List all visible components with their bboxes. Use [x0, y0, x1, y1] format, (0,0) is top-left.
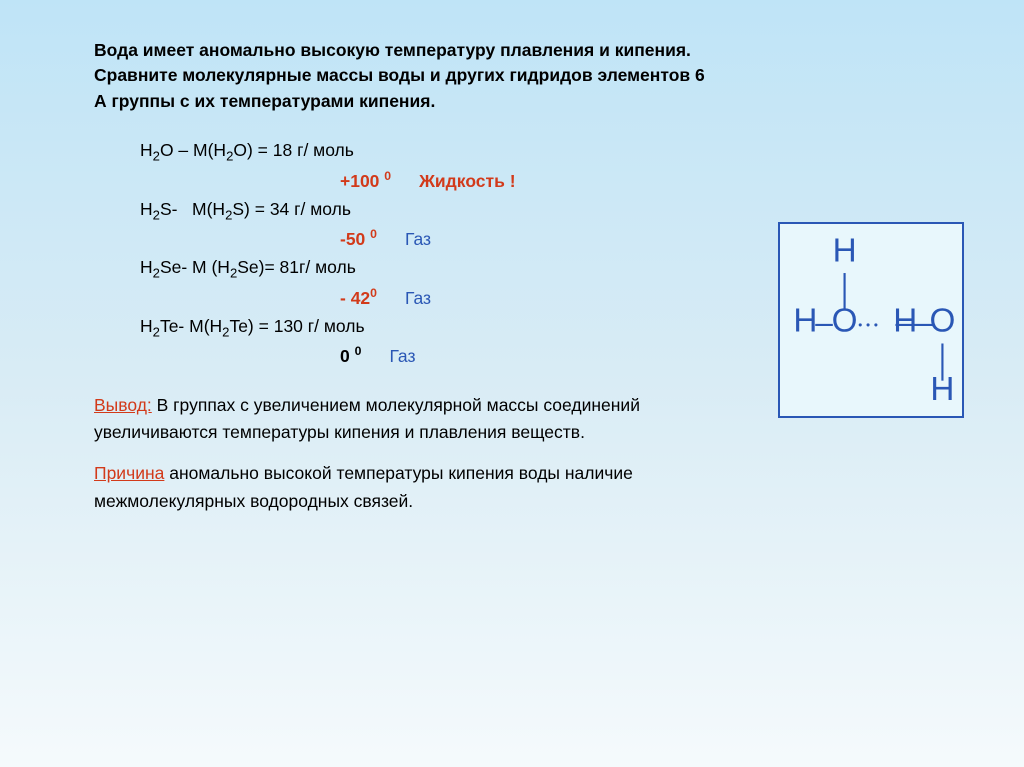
- atom-label: H: [833, 232, 857, 269]
- atom-label: O: [929, 303, 955, 340]
- conclusion-2: Причина аномально высокой температуры ки…: [94, 460, 720, 514]
- atom-label: O: [832, 303, 858, 340]
- conclusion-2-text: аномально высокой температуры кипения во…: [94, 463, 633, 510]
- hbond-dot: [874, 323, 877, 326]
- hydride-value-row: - 420Газ: [140, 284, 720, 312]
- conclusion-2-label: Причина: [94, 463, 164, 483]
- hydride-value-row: 0 0Газ: [140, 342, 720, 370]
- hydride-formula-row: H2Te- M(H2Te) = 130 г/ моль: [140, 312, 720, 343]
- hydride-formula-row: H2O – M(H2O) = 18 г/ моль: [140, 136, 720, 167]
- atom-label: H: [893, 303, 917, 340]
- conclusion-1-text: В группах с увеличением молекулярной мас…: [94, 395, 640, 442]
- atom-label: H: [930, 371, 954, 408]
- conclusion-1: Вывод: В группах с увеличением молекуляр…: [94, 392, 720, 446]
- title-line-1: Вода имеет аномально высокую температуру…: [94, 38, 720, 63]
- hydride-value-row: -50 0Газ: [140, 225, 720, 253]
- conclusion-1-label: Вывод:: [94, 395, 152, 415]
- hydride-formula-row: H2Se- M (H2Se)= 81г/ моль: [140, 253, 720, 284]
- hydride-value-row: +100 0Жидкость !: [140, 167, 720, 195]
- atom-label: H: [793, 303, 817, 340]
- hbond-dot: [859, 323, 862, 326]
- hbond-dot: [866, 323, 869, 326]
- title-line-2: Сравните молекулярные массы воды и други…: [94, 63, 720, 114]
- water-hbond-diagram: HHOHOH: [778, 222, 964, 418]
- hydride-data-block: H2O – M(H2O) = 18 г/ моль+100 0Жидкость …: [94, 136, 720, 370]
- title-block: Вода имеет аномально высокую температуру…: [94, 38, 720, 114]
- hydride-formula-row: H2S- M(H2S) = 34 г/ моль: [140, 195, 720, 226]
